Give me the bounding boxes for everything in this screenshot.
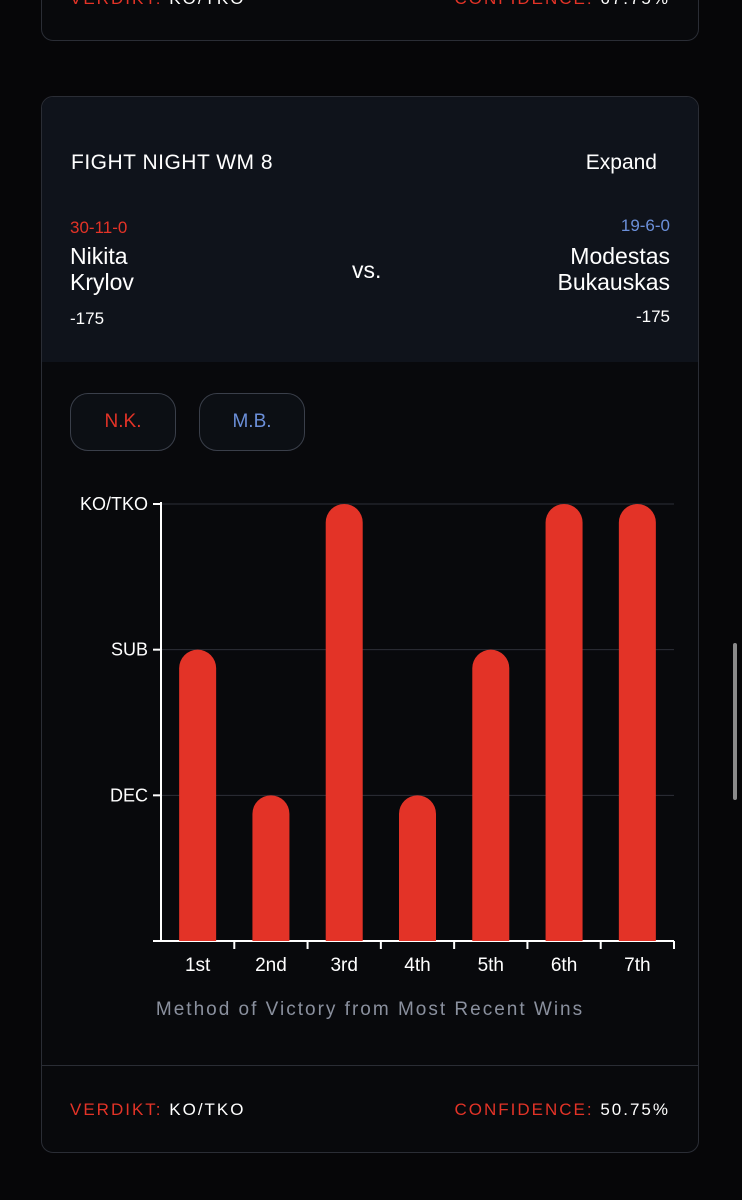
- left-fighter-record: 30-11-0: [70, 218, 128, 237]
- bar-6th: [545, 504, 583, 941]
- x-tick-label: 1st: [185, 955, 211, 976]
- y-tick-label: DEC: [110, 785, 148, 805]
- confidence-label: CONFIDENCE:: [454, 1100, 594, 1119]
- fight-card: FIGHT NIGHT WM 8 Expand 30-11-0 Nikita K…: [41, 96, 699, 1153]
- verdict-row: VERDIKT: KO/TKO CONFIDENCE: 50.75%: [70, 1100, 670, 1124]
- x-tick-label: 3rd: [330, 955, 357, 976]
- previous-fight-card: VERDIKT: KO/TKO CONFIDENCE: 67.75%: [41, 0, 699, 41]
- x-tick-label: 6th: [551, 955, 577, 976]
- bar-2nd: [252, 795, 290, 941]
- fight-card-header: FIGHT NIGHT WM 8 Expand 30-11-0 Nikita K…: [42, 97, 698, 362]
- previous-confidence-label: CONFIDENCE:: [454, 0, 593, 8]
- bar-5th: [472, 649, 510, 941]
- x-tick-label: 4th: [404, 955, 430, 976]
- verdict-value: KO/TKO: [169, 1100, 246, 1119]
- previous-verdict-row: VERDIKT: KO/TKO CONFIDENCE: 67.75%: [70, 0, 670, 13]
- x-tick-label: 7th: [624, 955, 650, 976]
- left-fighter-first-name: Nikita: [70, 243, 128, 269]
- toggle-right-fighter[interactable]: M.B.: [199, 393, 305, 451]
- bar-7th: [618, 504, 656, 941]
- y-tick-label: SUB: [111, 640, 148, 660]
- victory-method-chart: DEC SUB KO/TKO 1st 2nd 3rd 4th 5th 6th 7th: [80, 494, 675, 976]
- previous-verdict-value: KO/TKO: [169, 0, 245, 8]
- right-fighter-name: Modestas Bukauskas: [490, 243, 670, 295]
- x-tick-label: 5th: [478, 955, 504, 976]
- left-fighter-last-name: Krylov: [70, 269, 134, 295]
- expand-button[interactable]: Expand: [585, 151, 657, 174]
- right-fighter-first-name: Modestas: [570, 243, 670, 269]
- chart-caption: Method of Victory from Most Recent Wins: [155, 999, 585, 1020]
- verdict-label: VERDIKT:: [70, 1100, 163, 1119]
- page-scrollbar[interactable]: [733, 643, 737, 800]
- event-title: FIGHT NIGHT WM 8: [71, 151, 274, 174]
- left-fighter-odds: -175: [70, 309, 105, 328]
- y-tick-label: KO/TKO: [80, 494, 148, 514]
- right-fighter-record: 19-6-0: [620, 216, 670, 235]
- vs-label: vs.: [352, 257, 382, 283]
- bar-3rd: [325, 504, 363, 941]
- previous-confidence-value: 67.75%: [600, 0, 670, 8]
- bar-1st: [179, 649, 217, 941]
- right-fighter-odds: -175: [635, 307, 670, 326]
- left-fighter-name: Nikita Krylov: [70, 243, 210, 295]
- bar-4th: [399, 795, 436, 941]
- x-tick-label: 2nd: [255, 955, 287, 976]
- footer-divider: [42, 1065, 698, 1066]
- previous-verdict-label: VERDIKT:: [70, 0, 163, 8]
- confidence-value: 50.75%: [600, 1100, 670, 1119]
- right-fighter-last-name: Bukauskas: [557, 269, 670, 295]
- toggle-left-fighter[interactable]: N.K.: [70, 393, 176, 451]
